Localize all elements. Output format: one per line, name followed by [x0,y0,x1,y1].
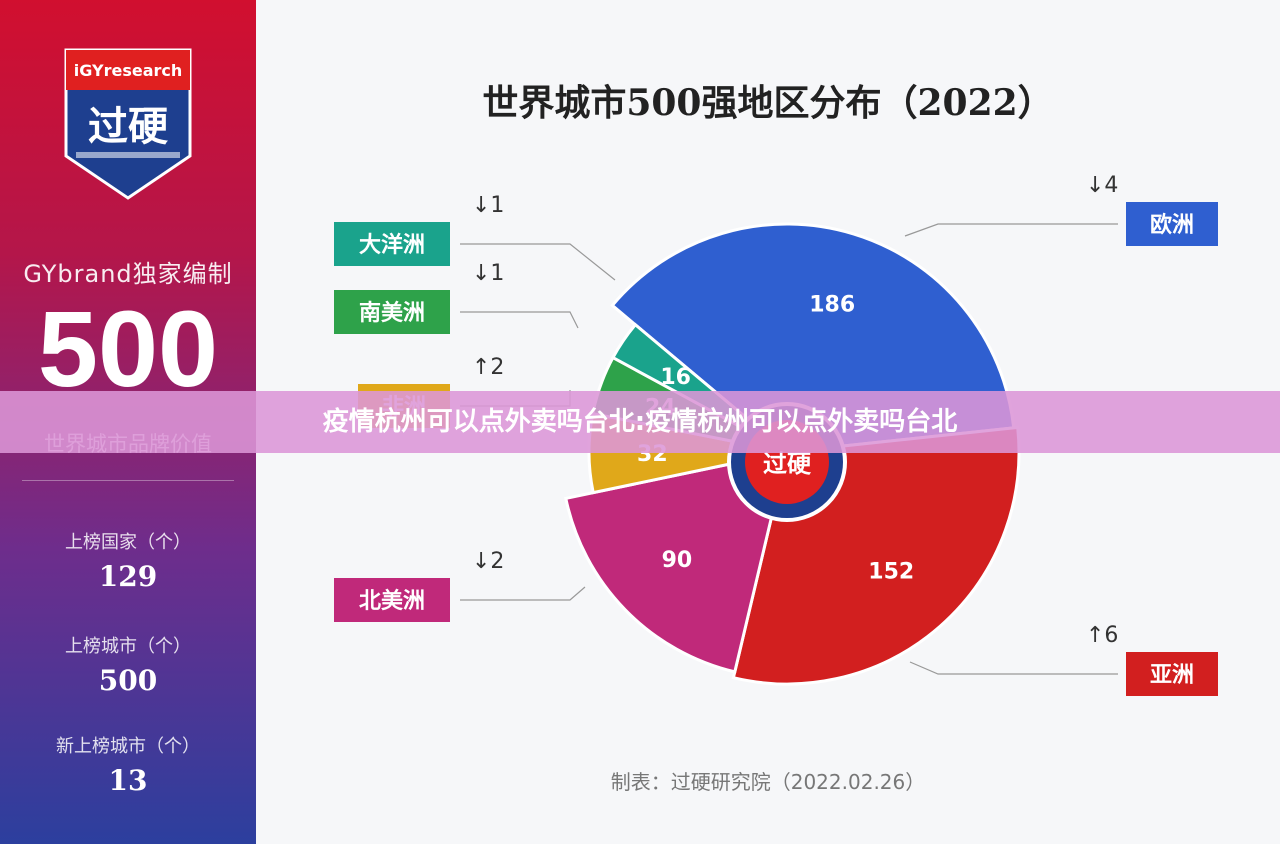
stat-cities-value: 500 [98,664,158,697]
legend-box [1126,202,1218,246]
legend-label: 大洋洲 [359,232,425,258]
slice-value-label: 186 [809,293,855,318]
leader-line [460,311,579,329]
igyresearch-logo: iGYresearch 过硬 [64,48,192,200]
change-label: ↓2 [472,549,504,574]
chart-title: 世界城市500强地区分布（2022） [482,82,1054,124]
stat-new-cities-label: 新上榜城市（个） [56,736,200,757]
big-number: 500 [37,288,219,409]
change-label: ↓4 [1086,173,1118,198]
slice-value-label: 90 [662,548,693,573]
leader-line [460,586,586,601]
stat-countries-label: 上榜国家（个） [65,532,191,553]
stat-countries-value: 129 [98,560,158,593]
center-logo-text: 过硬 [763,450,812,478]
leader-line [909,661,1118,675]
legend-label: 亚洲 [1150,663,1194,688]
pie-slice [564,450,790,674]
legend-box [334,578,450,622]
legend-label: 南美洲 [359,300,425,326]
stat-cities-label: 上榜城市（个） [65,636,191,657]
legend-label: 北美洲 [359,588,425,614]
change-label: ↑2 [472,355,504,380]
leader-line [904,223,1118,237]
chart-credit: 制表：过硬研究院（2022.02.26） [610,770,926,794]
brand-line: GYbrand独家编制 [23,260,233,288]
legend-box [1126,652,1218,696]
divider [22,480,234,481]
legend-box [334,222,450,266]
logo-main: 过硬 [88,104,168,150]
logo-text: iGYresearch [74,61,183,80]
slice-value-label: 16 [660,365,691,390]
overlay-banner [0,391,1280,453]
legend-label: 欧洲 [1150,212,1194,238]
change-label: ↑6 [1086,623,1118,648]
legend-box [334,290,450,334]
banner-text: 疫情杭州可以点外卖吗台北:疫情杭州可以点外卖吗台北 [322,407,958,437]
leader-line [460,243,616,281]
change-label: ↓1 [472,261,504,286]
change-label: ↓1 [472,193,504,218]
slice-value-label: 152 [868,559,914,584]
stat-new-cities-value: 13 [108,764,148,797]
